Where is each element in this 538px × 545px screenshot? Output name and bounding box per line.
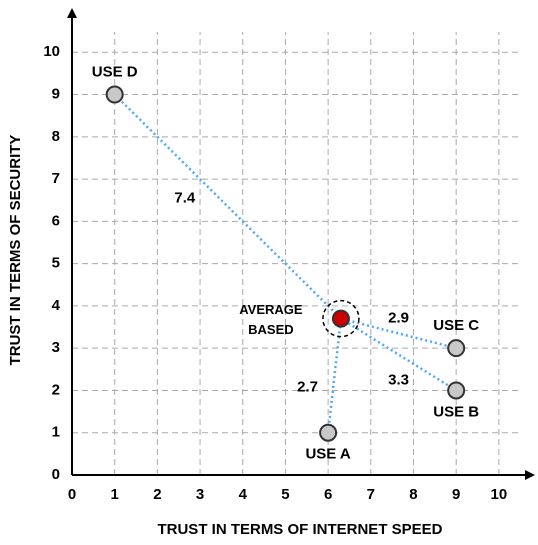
center-label: BASED — [248, 322, 294, 337]
x-tick-label: 7 — [367, 486, 375, 503]
y-tick-label: 10 — [43, 43, 60, 60]
center-ring — [322, 299, 360, 338]
point-label: USE A — [305, 446, 350, 463]
y-tick-label: 0 — [52, 466, 60, 483]
y-tick-label: 9 — [52, 86, 60, 103]
y-tick-label: 1 — [52, 424, 60, 441]
point — [319, 423, 338, 442]
distance-line — [113, 93, 342, 320]
point — [105, 85, 124, 104]
x-tick-label: 2 — [153, 486, 161, 503]
point-label: USE B — [433, 403, 479, 420]
y-tick-label: 5 — [52, 255, 60, 272]
y-tick-label: 4 — [52, 297, 61, 314]
x-tick-label: 0 — [68, 486, 76, 503]
center-point — [331, 309, 350, 328]
x-tick-label: 5 — [281, 486, 289, 503]
x-tick-label: 1 — [111, 486, 119, 503]
point — [447, 339, 466, 358]
distance-label: 3.3 — [388, 371, 409, 388]
y-tick-label: 2 — [52, 381, 60, 398]
y-tick-label: 7 — [52, 170, 60, 187]
distance-label: 2.7 — [297, 379, 318, 396]
point — [447, 381, 466, 400]
x-tick-label: 9 — [452, 486, 460, 503]
distance-label: 7.4 — [174, 190, 196, 207]
x-tick-label: 6 — [324, 486, 332, 503]
y-tick-label: 8 — [52, 128, 60, 145]
point-label: USE C — [433, 317, 479, 334]
y-axis-label: TRUST IN TERMS OF SECURITY — [7, 135, 24, 366]
center-label: AVERAGE — [239, 302, 303, 317]
x-tick-label: 8 — [409, 486, 417, 503]
x-tick-label: 10 — [491, 486, 508, 503]
x-tick-label: 4 — [239, 486, 248, 503]
distance-label: 2.9 — [388, 309, 409, 326]
point-label: USE D — [92, 64, 138, 81]
distance-line — [326, 318, 343, 433]
x-axis-label: TRUST IN TERMS OF INTERNET SPEED — [157, 521, 442, 538]
y-tick-label: 6 — [52, 212, 60, 229]
y-tick-label: 3 — [52, 339, 60, 356]
x-tick-label: 3 — [196, 486, 204, 503]
